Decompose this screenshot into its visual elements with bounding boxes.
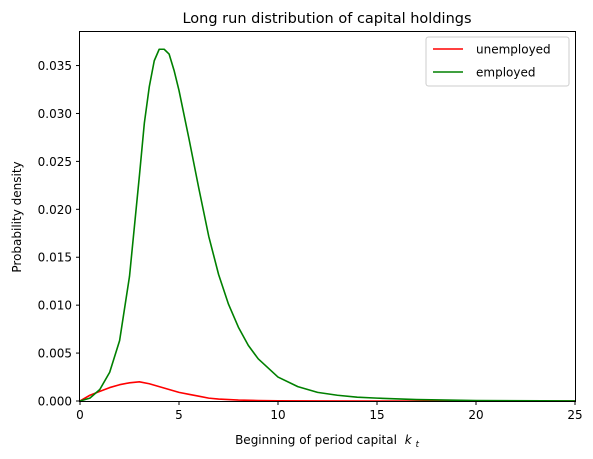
y-tick-label: 0.015 — [38, 251, 72, 265]
x-axis-label-subscript: t — [416, 440, 420, 450]
plot-frame — [79, 31, 576, 402]
x-tick-label: 20 — [468, 408, 483, 422]
x-tick-label: 25 — [567, 408, 582, 422]
chart-title: Long run distribution of capital holding… — [182, 11, 471, 27]
y-tick-label: 0.030 — [38, 107, 72, 121]
legend-label-unemployed: unemployed — [476, 43, 551, 57]
x-tick-label: 15 — [369, 408, 384, 422]
y-tick-label: 0.005 — [38, 347, 72, 361]
legend-label-employed: employed — [476, 66, 535, 80]
x-tick-label: 10 — [270, 408, 285, 422]
y-axis-label: Probability density — [10, 161, 24, 272]
y-tick-label: 0.025 — [38, 155, 72, 169]
x-axis-label: Beginning of period capital k t — [235, 433, 419, 450]
y-tick-label: 0.035 — [38, 59, 72, 73]
y-tick-label: 0.020 — [38, 203, 72, 217]
x-axis-label-text: Beginning of period capital — [235, 433, 397, 447]
series-line-employed — [79, 48, 576, 402]
y-tick-label: 0.000 — [38, 395, 72, 409]
x-tick-label: 5 — [175, 408, 183, 422]
plot-lines — [78, 48, 576, 403]
x-axis: 0 5 10 15 20 25 — [76, 401, 583, 422]
x-axis-label-math: k — [405, 433, 413, 447]
y-axis: 0.000 0.005 0.010 0.015 0.020 0.025 0.030 0.035 — [38, 59, 80, 409]
x-tick-label: 0 — [76, 408, 84, 422]
series-line-unemployed — [78, 381, 576, 403]
legend: unemployed employed — [425, 36, 570, 87]
y-tick-label: 0.010 — [38, 299, 72, 313]
